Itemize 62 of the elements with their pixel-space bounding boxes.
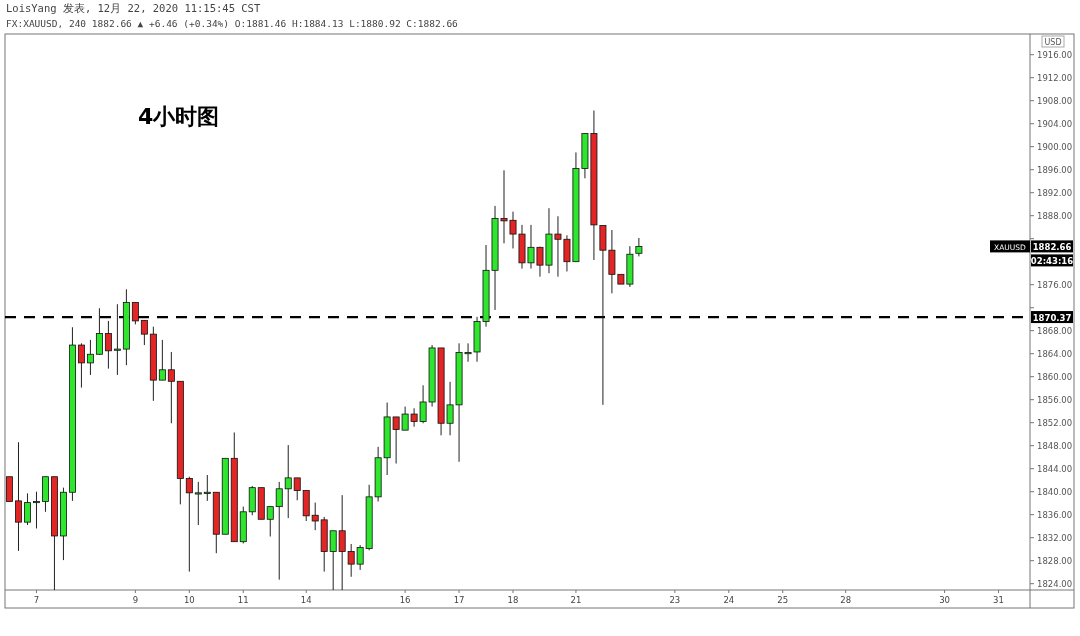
x-tick-label: 23 (669, 595, 681, 605)
x-tick-label: 10 (183, 595, 195, 605)
x-tick-label: 25 (777, 595, 789, 605)
candlestick (24, 492, 31, 526)
y-tick-label: 1868.00 (1037, 325, 1073, 336)
y-tick-label: 1844.00 (1037, 463, 1073, 474)
y-tick-label: 1840.00 (1037, 486, 1073, 497)
y-tick-label: 1892.00 (1037, 187, 1073, 198)
candlestick (131, 302, 139, 325)
x-tick-label: 7 (33, 595, 40, 605)
x-tick-label: 14 (300, 595, 312, 605)
candlestick (33, 491, 40, 529)
y-tick-label: 1860.00 (1037, 371, 1073, 382)
x-tick-label: 11 (237, 595, 249, 605)
y-tick-label: 1832.00 (1037, 532, 1073, 543)
candlestick (113, 303, 121, 376)
candlestick (635, 237, 643, 257)
x-tick-label: 21 (570, 595, 582, 605)
x-tick-label: 9 (132, 595, 139, 605)
y-tick-label: 1904.00 (1037, 118, 1073, 129)
text: 1882.66 (1032, 241, 1072, 252)
text: 4小时图 (138, 104, 220, 129)
y-tick-label: 1912.00 (1037, 72, 1073, 83)
y-tick-label: 1916.00 (1037, 49, 1073, 60)
y-tick-label: 1864.00 (1037, 348, 1073, 359)
x-tick-label: 30 (939, 595, 950, 605)
x-tick-label: 18 (507, 595, 519, 605)
text: 02:43:16 (1030, 255, 1074, 266)
y-tick-label: 1836.00 (1037, 509, 1073, 520)
y-tick-label: 1908.00 (1037, 95, 1073, 106)
candlestick (140, 319, 148, 346)
candlestick (284, 444, 292, 519)
x-tick-label: 17 (453, 595, 465, 605)
candlestick (86, 339, 94, 376)
x-tick-label: 24 (723, 595, 735, 605)
text: LoisYang 发表, 12月 22, 2020 11:15:45 CST (6, 2, 261, 14)
y-tick-label: 1896.00 (1037, 164, 1073, 175)
y-axis-title: USD (1044, 37, 1062, 47)
candlestick (77, 342, 85, 389)
candlestick (266, 506, 274, 538)
y-tick-label: 1852.00 (1037, 417, 1073, 428)
y-tick-label: 1848.00 (1037, 440, 1073, 451)
y-tick-label: 1900.00 (1037, 141, 1073, 152)
candlestick (203, 474, 211, 502)
candlestick (104, 320, 112, 370)
x-tick-label: 31 (993, 595, 1004, 605)
candlestick (95, 307, 103, 356)
y-tick-label: 1856.00 (1037, 394, 1073, 405)
candlestick (167, 351, 175, 424)
chart-subtitle: FX:XAUUSD, 240 1882.66 ▲ +6.46 (+0.34%) O:1881.46 H:1884.13 L:1880.92 C:1882.66 (6, 18, 459, 29)
y-tick-label: 1888.00 (1037, 210, 1073, 221)
x-tick-label: 16 (399, 595, 411, 605)
ref-line-label: 1870.37 (1032, 312, 1072, 323)
y-tick-label: 1824.00 (1037, 578, 1073, 589)
candlestick (185, 476, 193, 573)
candlestick (275, 481, 283, 581)
y-tick-label: 1876.00 (1037, 279, 1073, 290)
x-tick-label: 28 (840, 595, 852, 605)
candlestick (158, 339, 166, 381)
y-tick-label: 1828.00 (1037, 555, 1073, 566)
candlestick (194, 481, 202, 526)
candlestick (15, 441, 22, 552)
